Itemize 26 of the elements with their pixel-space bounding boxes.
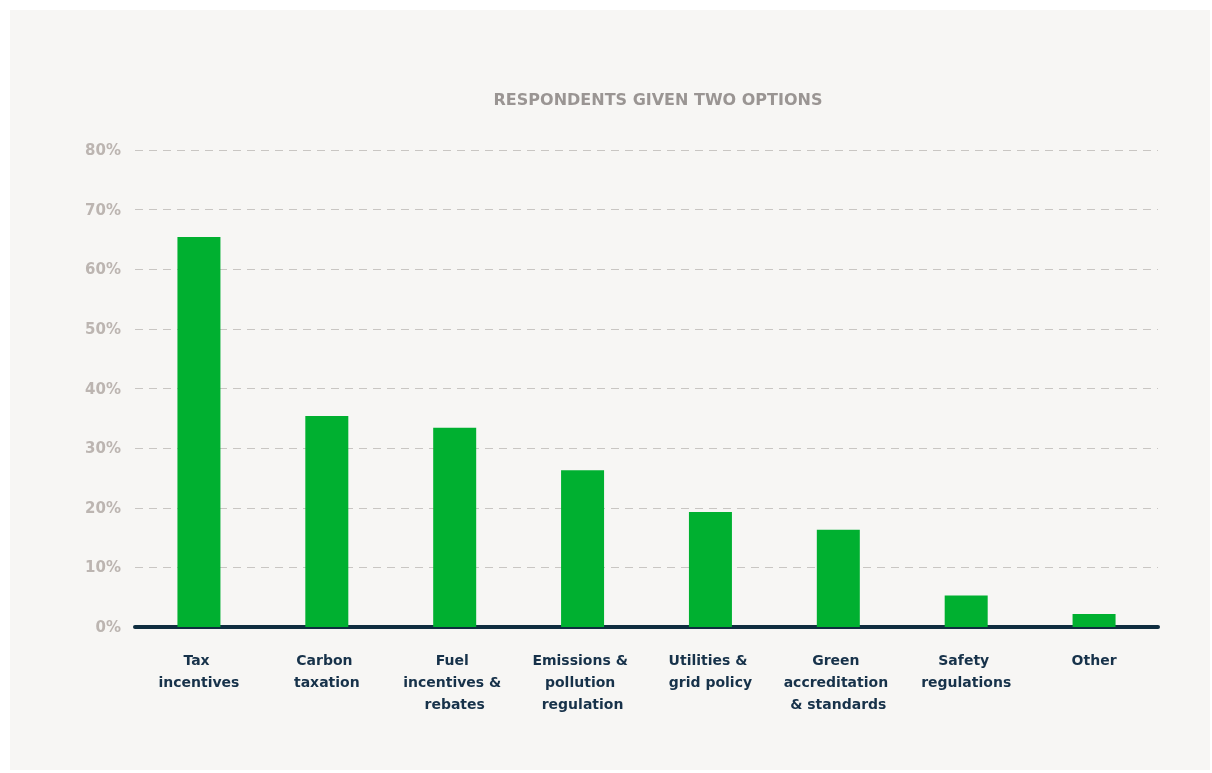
x-tick-label: Safety regulations — [921, 652, 1012, 690]
x-tick-label: Fuel incentives & rebates — [403, 652, 507, 712]
y-tick-label: 80% — [85, 141, 121, 159]
bar — [944, 595, 988, 627]
chart-title: RESPONDENTS GIVEN TWO OPTIONS — [493, 89, 823, 109]
bar — [177, 237, 221, 627]
bar — [561, 470, 605, 627]
x-tick-label: Utilities & grid policy — [668, 652, 753, 690]
y-tick-label: 30% — [85, 439, 121, 458]
y-tick-label: 20% — [85, 498, 121, 517]
bar — [305, 415, 349, 627]
y-tick-label: 0% — [95, 618, 121, 636]
y-tick-label: 10% — [85, 558, 121, 577]
x-tick-label: Other — [1071, 652, 1117, 668]
x-tick-label: Carbon taxation — [293, 652, 360, 690]
x-tick-label: Emissions & pollution regulation — [532, 652, 633, 712]
bar — [688, 511, 732, 627]
bar — [1072, 613, 1116, 627]
x-tick-label: Tax incentives — [158, 652, 240, 690]
bar — [816, 529, 860, 627]
y-tick-label: 40% — [85, 379, 121, 398]
x-tick-label: Green accreditation & standards — [783, 652, 893, 712]
bar — [433, 427, 477, 627]
y-tick-label: 50% — [85, 319, 121, 338]
y-tick-label: 70% — [85, 200, 121, 219]
y-tick-label: 60% — [85, 260, 121, 279]
